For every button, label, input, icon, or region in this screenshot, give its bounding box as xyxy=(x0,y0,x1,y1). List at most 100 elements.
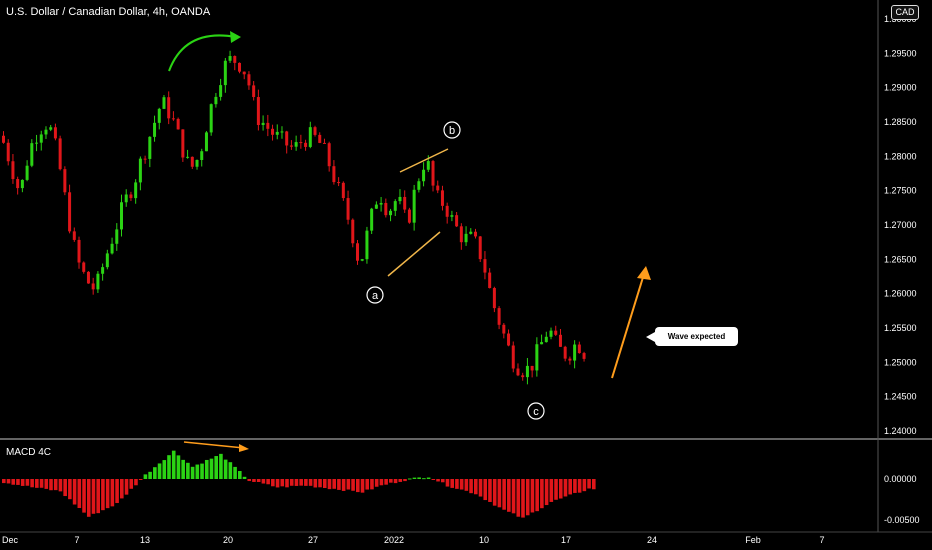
candle xyxy=(105,249,109,270)
candle xyxy=(124,189,128,207)
candle xyxy=(35,134,39,152)
macd-bar xyxy=(370,479,374,490)
time-axis[interactable]: Dec 7 13 20 27 2022 10 17 24 Feb 7 xyxy=(2,535,825,545)
candle xyxy=(384,198,388,218)
candle xyxy=(346,190,350,225)
candle xyxy=(294,135,298,151)
candle xyxy=(110,237,114,255)
candle xyxy=(134,179,138,204)
price-tick-label: 1.24500 xyxy=(884,392,917,402)
candle xyxy=(308,121,312,149)
wave-label-a[interactable]: a xyxy=(366,286,384,304)
candle xyxy=(445,202,449,224)
macd-bar xyxy=(341,479,346,491)
macd-bar xyxy=(101,479,105,511)
macd-bar xyxy=(497,479,502,508)
candle xyxy=(6,139,10,166)
macd-bar xyxy=(228,462,233,479)
candle xyxy=(351,218,355,248)
macd-bar xyxy=(455,479,459,489)
candle xyxy=(525,358,529,385)
wave-label-c[interactable]: c xyxy=(527,402,545,420)
macd-bar xyxy=(412,477,417,479)
candle xyxy=(275,124,279,140)
macd-bar xyxy=(214,456,218,479)
currency-badge[interactable]: CAD xyxy=(891,5,919,20)
macd-bar xyxy=(20,479,25,486)
candle xyxy=(497,306,501,330)
candle xyxy=(252,81,256,101)
candle xyxy=(242,71,246,80)
candle xyxy=(2,131,5,144)
macd-bar xyxy=(223,459,228,479)
macd-bar xyxy=(58,479,63,492)
candle xyxy=(120,194,123,237)
wave-expected-callout[interactable]: Wave expected xyxy=(646,327,738,346)
candle xyxy=(143,155,147,164)
candle xyxy=(209,103,213,136)
macd-bar xyxy=(39,479,44,488)
price-axis[interactable]: 1.300001.295001.290001.285001.280001.275… xyxy=(884,14,917,436)
macd-bar xyxy=(573,479,577,493)
candle xyxy=(403,190,407,213)
macd-bar xyxy=(530,479,535,513)
macd-bar xyxy=(266,479,270,485)
macd-bar xyxy=(525,479,530,516)
macd-bar xyxy=(384,479,388,485)
candle xyxy=(516,363,520,377)
pattern-lower-line xyxy=(387,231,441,277)
macd-bar xyxy=(242,476,247,479)
macd-bar xyxy=(483,479,488,501)
candle xyxy=(337,177,341,187)
macd-bar xyxy=(478,479,483,497)
macd-bar xyxy=(332,479,336,489)
candle xyxy=(181,129,185,162)
macd-bar xyxy=(360,479,365,493)
candle xyxy=(464,226,468,246)
candle xyxy=(20,179,24,193)
macd-tick-label: 0.00000 xyxy=(884,474,917,484)
candle xyxy=(176,117,180,130)
candle xyxy=(256,89,260,131)
macd-bar xyxy=(327,479,332,490)
candle xyxy=(214,92,218,108)
time-tick-label: 24 xyxy=(647,535,657,545)
macd-bar xyxy=(63,479,67,497)
candle xyxy=(148,136,152,168)
candle xyxy=(200,148,204,167)
macd-bar xyxy=(516,479,521,517)
time-tick-label: 27 xyxy=(308,535,318,545)
macd-bar xyxy=(138,479,143,480)
time-tick-label: 13 xyxy=(140,535,150,545)
candle xyxy=(157,107,161,130)
time-tick-label: 20 xyxy=(223,535,233,545)
candle xyxy=(459,223,463,250)
candle xyxy=(356,239,359,265)
candle xyxy=(322,138,326,144)
candle xyxy=(86,271,90,284)
macd-bar xyxy=(186,462,190,479)
candle xyxy=(72,227,76,242)
candle xyxy=(507,329,511,347)
macd-bar xyxy=(153,467,157,479)
candle xyxy=(30,139,34,168)
macd-bar xyxy=(280,479,285,487)
price-candles xyxy=(2,50,586,385)
macd-bar xyxy=(285,479,289,488)
candle xyxy=(412,184,416,231)
candle xyxy=(407,207,411,224)
macd-bar xyxy=(469,479,473,494)
candle xyxy=(228,50,232,63)
wave-label-b[interactable]: b xyxy=(443,121,461,139)
time-tick-label: 17 xyxy=(561,535,571,545)
macd-bar xyxy=(374,479,379,487)
macd-bar xyxy=(563,479,568,497)
macd-bar xyxy=(200,463,204,479)
macd-bar xyxy=(398,479,403,482)
macd-bar xyxy=(143,474,148,479)
macd-bar xyxy=(195,464,200,479)
macd-bar xyxy=(365,479,370,490)
wave-expected-arrowhead-icon xyxy=(637,266,651,280)
candle xyxy=(285,130,289,154)
